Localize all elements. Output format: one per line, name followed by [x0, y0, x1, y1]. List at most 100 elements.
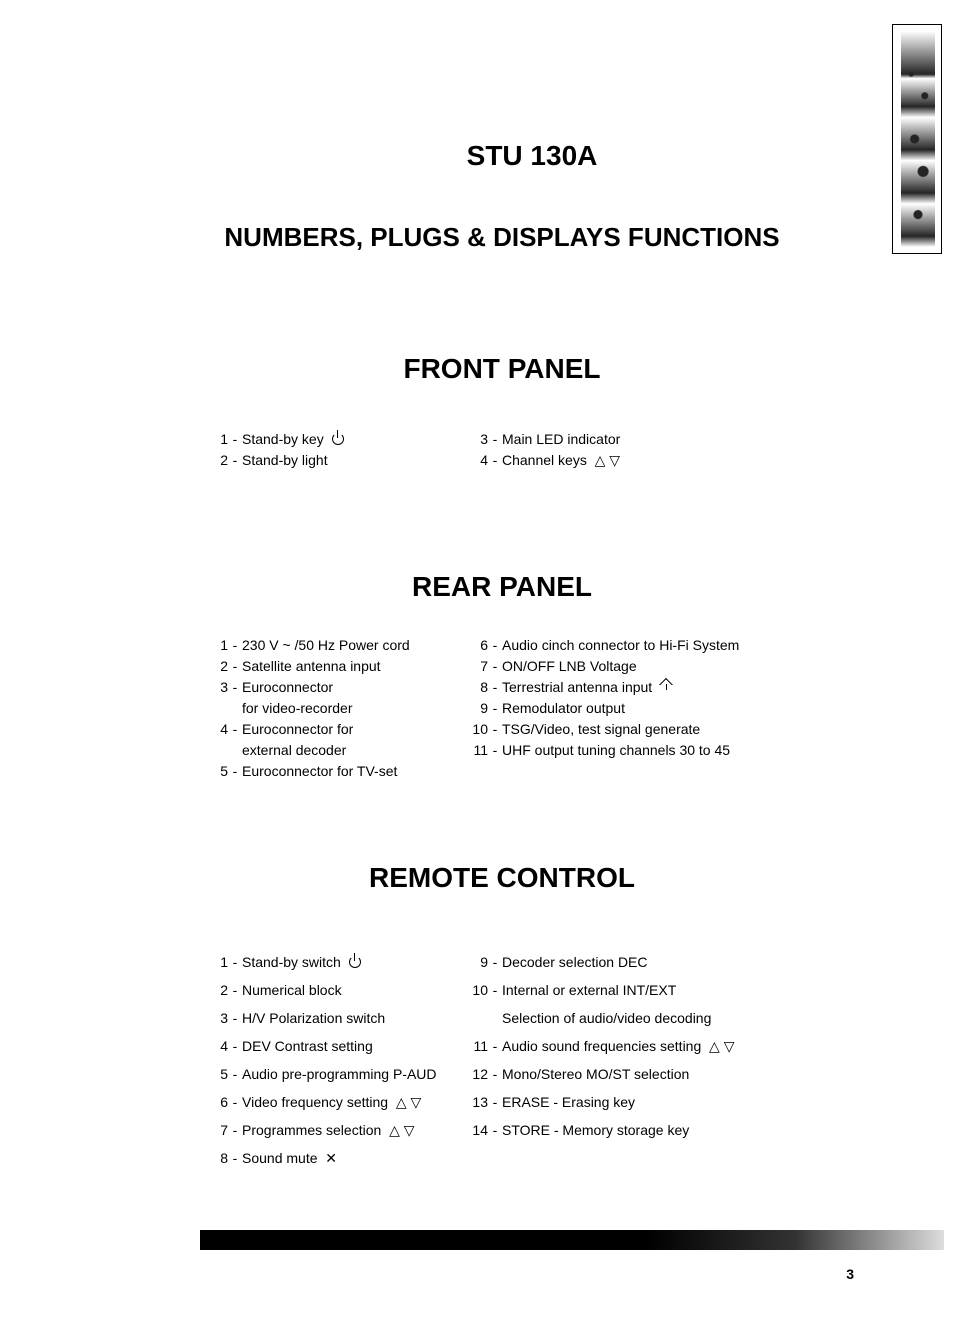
- dash: -: [488, 450, 502, 471]
- dash: -: [228, 1032, 242, 1060]
- item-label: STORE - Memory storage key: [502, 1116, 864, 1144]
- item-number: 1: [200, 429, 228, 450]
- triangle-up-icon: △: [595, 453, 606, 467]
- rear-panel-item-sub: external decoder: [200, 740, 440, 761]
- item-label: Audio cinch connector to Hi-Fi System: [502, 635, 864, 656]
- dash: -: [488, 1088, 502, 1116]
- power-icon: [349, 956, 361, 968]
- main-title: STU 130A: [200, 140, 864, 172]
- item-number: 11: [460, 740, 488, 761]
- dash: -: [228, 976, 242, 1004]
- item-label: Main LED indicator: [502, 429, 864, 450]
- rear-panel-item: 3-Euroconnector: [200, 677, 440, 698]
- item-number: 3: [460, 429, 488, 450]
- subtitle: NUMBERS, PLUGS & DISPLAYS FUNCTIONS: [140, 222, 864, 253]
- triangle-up-icon: △: [389, 1123, 400, 1137]
- item-number: 7: [460, 656, 488, 677]
- item-label: Euroconnector for TV-set: [242, 761, 440, 782]
- remote-item-sub: Selection of audio/video decoding: [460, 1004, 864, 1032]
- rear-panel-item: 11-UHF output tuning channels 30 to 45: [460, 740, 864, 761]
- item-label: Satellite antenna input: [242, 656, 440, 677]
- item-label: Programmes selection △ ▽: [242, 1116, 440, 1144]
- power-icon: [332, 433, 344, 445]
- dash: -: [228, 635, 242, 656]
- item-number: 2: [200, 450, 228, 471]
- rear-panel-item: 9-Remodulator output: [460, 698, 864, 719]
- rear-panel-item: 7-ON/OFF LNB Voltage: [460, 656, 864, 677]
- remote-item: 7-Programmes selection △ ▽: [200, 1116, 440, 1144]
- item-label: Internal or external INT/EXT: [502, 976, 864, 1004]
- item-label: Stand-by key: [242, 429, 440, 450]
- item-number: 13: [460, 1088, 488, 1116]
- front-panel-item: 2-Stand-by light: [200, 450, 440, 471]
- triangle-down-icon: ▽: [404, 1123, 415, 1137]
- triangle-up-icon: △: [709, 1039, 720, 1053]
- dash: -: [488, 677, 502, 698]
- item-label: Mono/Stereo MO/ST selection: [502, 1060, 864, 1088]
- item-number: 6: [200, 1088, 228, 1116]
- item-number: 3: [200, 677, 228, 698]
- item-label: Numerical block: [242, 976, 440, 1004]
- dash: -: [228, 761, 242, 782]
- dash: -: [228, 1144, 242, 1172]
- item-number: 3: [200, 1004, 228, 1032]
- dash: -: [488, 740, 502, 761]
- item-label: Decoder selection DEC: [502, 948, 864, 976]
- item-number: 6: [460, 635, 488, 656]
- dash: -: [488, 1116, 502, 1144]
- item-number: 11: [460, 1032, 488, 1060]
- item-label: TSG/Video, test signal generate: [502, 719, 864, 740]
- item-label: 230 V ~ /50 Hz Power cord: [242, 635, 440, 656]
- item-label: ERASE - Erasing key: [502, 1088, 864, 1116]
- dash: -: [488, 656, 502, 677]
- remote-item: 8-Sound mute ✕: [200, 1144, 440, 1172]
- item-number: 1: [200, 948, 228, 976]
- triangle-down-icon: ▽: [609, 453, 620, 467]
- binding-decoration: [892, 24, 942, 254]
- dash: -: [228, 677, 242, 698]
- remote-item: 3-H/V Polarization switch: [200, 1004, 440, 1032]
- remote-item: 6-Video frequency setting △ ▽: [200, 1088, 440, 1116]
- remote-item: 2-Numerical block: [200, 976, 440, 1004]
- item-number: 14: [460, 1116, 488, 1144]
- front-panel-item: 3-Main LED indicator: [460, 429, 864, 450]
- item-number: 4: [460, 450, 488, 471]
- item-number: 8: [200, 1144, 228, 1172]
- front-panel-list: 1-Stand-by key 2-Stand-by light 3-Main L…: [200, 429, 864, 471]
- dash: -: [228, 1060, 242, 1088]
- item-number: 9: [460, 698, 488, 719]
- remote-item: 5-Audio pre-programming P-AUD: [200, 1060, 440, 1088]
- front-panel-item: 4-Channel keys △ ▽: [460, 450, 864, 471]
- item-label: Stand-by light: [242, 450, 440, 471]
- rear-panel-heading: REAR PANEL: [140, 571, 864, 603]
- item-number: 5: [200, 1060, 228, 1088]
- dash: -: [228, 1004, 242, 1032]
- dash: -: [488, 1060, 502, 1088]
- dash: -: [228, 429, 242, 450]
- page-content: STU 130A NUMBERS, PLUGS & DISPLAYS FUNCT…: [0, 0, 954, 1292]
- dash: -: [488, 1032, 502, 1060]
- item-number: 7: [200, 1116, 228, 1144]
- dash: -: [228, 656, 242, 677]
- front-panel-heading: FRONT PANEL: [140, 353, 864, 385]
- remote-item: 12-Mono/Stereo MO/ST selection: [460, 1060, 864, 1088]
- item-number: 2: [200, 976, 228, 1004]
- dash: -: [488, 976, 502, 1004]
- remote-item: 11-Audio sound frequencies setting △ ▽: [460, 1032, 864, 1060]
- triangle-down-icon: ▽: [411, 1095, 422, 1109]
- antenna-icon: [660, 680, 674, 690]
- mute-icon: ✕: [325, 1150, 337, 1166]
- rear-panel-item: 5-Euroconnector for TV-set: [200, 761, 440, 782]
- rear-panel-item: 8-Terrestrial antenna input: [460, 677, 864, 698]
- item-label: ON/OFF LNB Voltage: [502, 656, 864, 677]
- page-number: 3: [846, 1266, 854, 1282]
- rear-panel-item: 2-Satellite antenna input: [200, 656, 440, 677]
- item-label: Channel keys △ ▽: [502, 450, 864, 471]
- dash: -: [228, 1116, 242, 1144]
- item-number: 8: [460, 677, 488, 698]
- dash: -: [228, 1088, 242, 1116]
- remote-item: 13-ERASE - Erasing key: [460, 1088, 864, 1116]
- item-number: 5: [200, 761, 228, 782]
- triangle-down-icon: ▽: [724, 1039, 735, 1053]
- dash: -: [488, 948, 502, 976]
